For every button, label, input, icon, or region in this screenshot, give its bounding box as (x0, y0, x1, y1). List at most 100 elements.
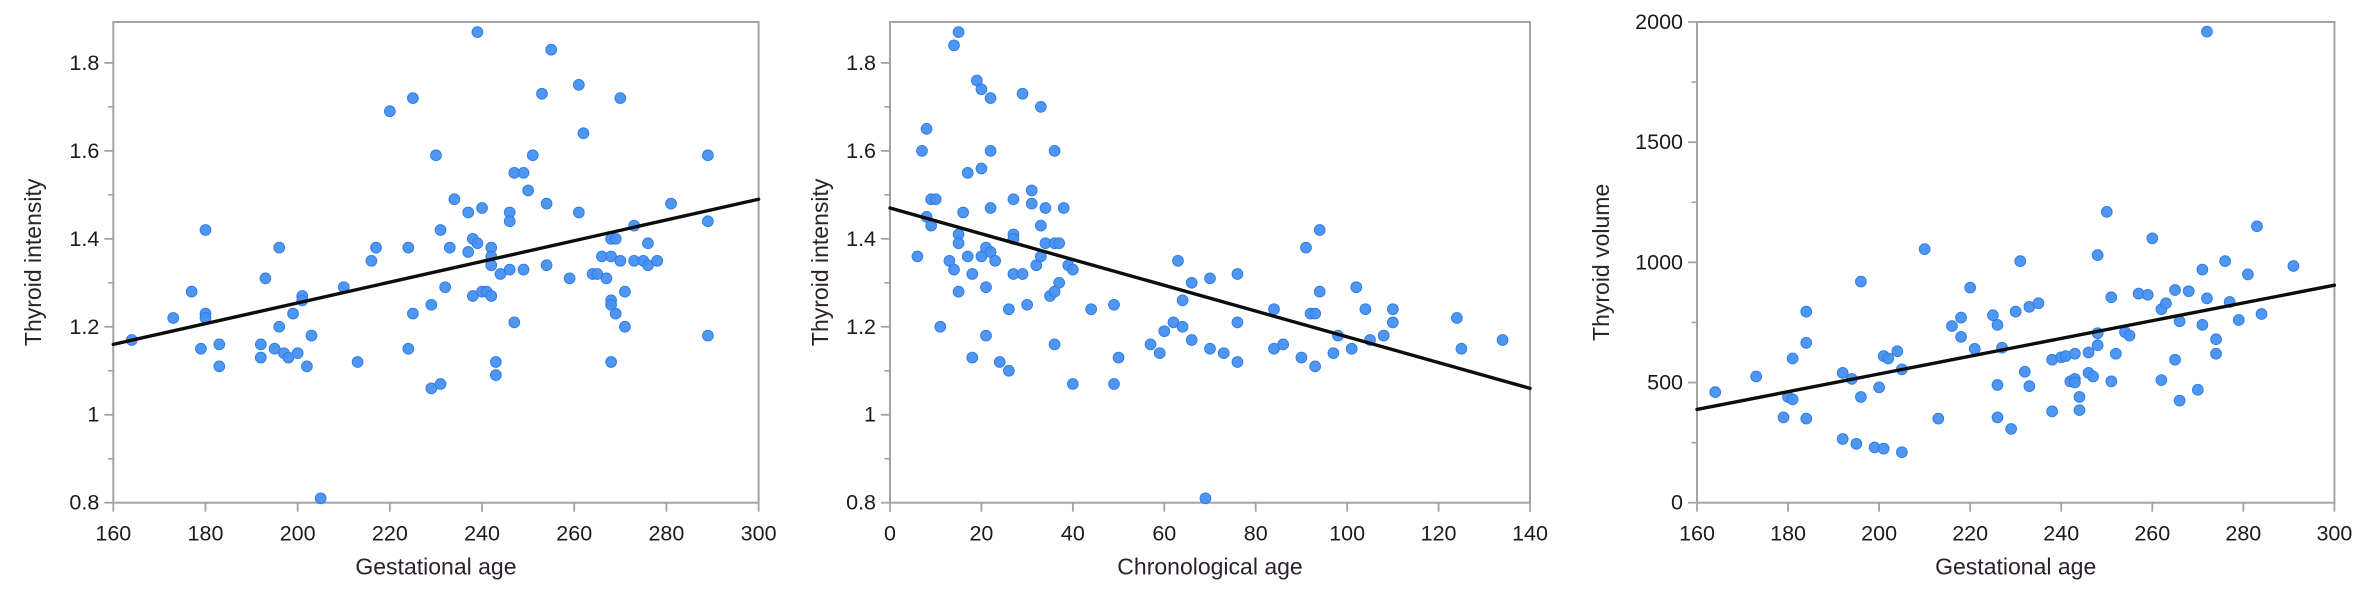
data-point (1327, 347, 1340, 360)
x-tick-label: 260 (2134, 522, 2170, 546)
data-point (929, 193, 942, 206)
x-tick-label: 100 (1329, 522, 1365, 546)
data-point (439, 281, 452, 294)
data-point (651, 254, 664, 267)
data-point (1786, 352, 1799, 365)
data-point (195, 342, 207, 355)
data-point (471, 237, 484, 250)
data-point (1231, 316, 1244, 329)
y-tick-label: 1.4 (846, 227, 876, 251)
data-point (980, 329, 992, 342)
data-point (952, 237, 965, 250)
data-point (1268, 303, 1280, 316)
data-point (2023, 380, 2036, 392)
data-point (2073, 391, 2086, 403)
data-point (1345, 342, 1358, 355)
data-point (1003, 364, 1015, 377)
data-point (305, 329, 318, 342)
data-point (984, 145, 997, 157)
x-tick-label: 300 (2316, 522, 2352, 546)
data-point (966, 268, 979, 280)
y-axis-title: Thyroid intensity (20, 178, 46, 346)
x-tick-label: 180 (1770, 522, 1806, 546)
data-point (1451, 312, 1463, 324)
data-point (1991, 411, 2004, 424)
data-point (540, 197, 553, 210)
data-point (1313, 285, 1326, 298)
data-point (1021, 298, 1033, 311)
data-point (2091, 339, 2104, 352)
data-point (1313, 224, 1326, 236)
data-point (1300, 241, 1312, 254)
data-point (517, 263, 530, 276)
y-tick-label: 0 (1671, 491, 1683, 515)
data-point (1172, 254, 1184, 267)
data-point (2173, 394, 2186, 407)
data-point (1153, 347, 1166, 360)
data-point (2219, 255, 2231, 267)
data-point (2110, 347, 2122, 360)
data-point (989, 254, 1001, 267)
data-point (545, 43, 558, 56)
data-point (2196, 318, 2209, 331)
data-point (1991, 318, 2004, 331)
chart-volume-vs-gestational-age: 0 500 1000 1500 2000 160 180 200 220 240 260 280 300… (1588, 10, 2352, 580)
data-point (301, 360, 313, 373)
data-point (490, 369, 502, 382)
x-tick-label: 20 (969, 522, 993, 546)
data-point (1035, 101, 1047, 113)
data-point (702, 149, 714, 162)
plot-frame (112, 21, 760, 504)
x-tick-label: 40 (1061, 522, 1085, 546)
data-point (1048, 338, 1061, 351)
data-point (1025, 184, 1038, 197)
data-point (1836, 367, 1849, 379)
data-point (1048, 145, 1061, 157)
data-point (1204, 342, 1216, 355)
data-point (287, 307, 299, 320)
x-tick-label: 0 (884, 522, 896, 546)
x-tick-label: 180 (188, 522, 224, 546)
y-tick-label: 0.8 (846, 491, 876, 515)
data-point (577, 127, 590, 140)
data-point (2069, 347, 2081, 360)
data-point (213, 360, 226, 373)
data-point (984, 92, 997, 104)
data-point (702, 329, 714, 342)
data-point (1108, 378, 1120, 390)
data-point (984, 202, 997, 214)
data-point (2196, 263, 2209, 276)
y-tick-label: 1 (87, 403, 99, 427)
data-point (609, 232, 622, 245)
data-point (402, 342, 415, 355)
data-point (1955, 331, 1967, 343)
data-point (2232, 314, 2245, 326)
x-tick-label: 300 (741, 522, 777, 546)
data-point (2182, 285, 2195, 298)
data-point (407, 92, 419, 104)
data-point (993, 356, 1006, 368)
data-point (1176, 294, 1189, 307)
y-tick-label: 2000 (1635, 10, 1683, 34)
data-point (1158, 325, 1171, 338)
y-tick-label: 1.8 (69, 51, 99, 75)
data-point (1185, 276, 1198, 289)
data-point (2287, 260, 2300, 272)
data-point (2242, 268, 2254, 281)
data-point (490, 356, 502, 368)
data-point (1946, 320, 1958, 332)
data-point (1855, 391, 1867, 403)
data-point (1108, 298, 1120, 311)
y-axis-title: Thyroid volume (1588, 184, 1614, 341)
y-tick-label: 1.4 (69, 227, 99, 251)
x-tick-label: 80 (1244, 522, 1268, 546)
data-point (1067, 378, 1079, 390)
plot-frame (889, 21, 1531, 504)
data-point (952, 285, 965, 298)
data-point (254, 338, 267, 351)
data-point (619, 285, 631, 298)
data-point (1800, 337, 1813, 349)
data-point (920, 123, 933, 135)
data-point (1891, 345, 1904, 358)
data-point (1231, 268, 1244, 280)
